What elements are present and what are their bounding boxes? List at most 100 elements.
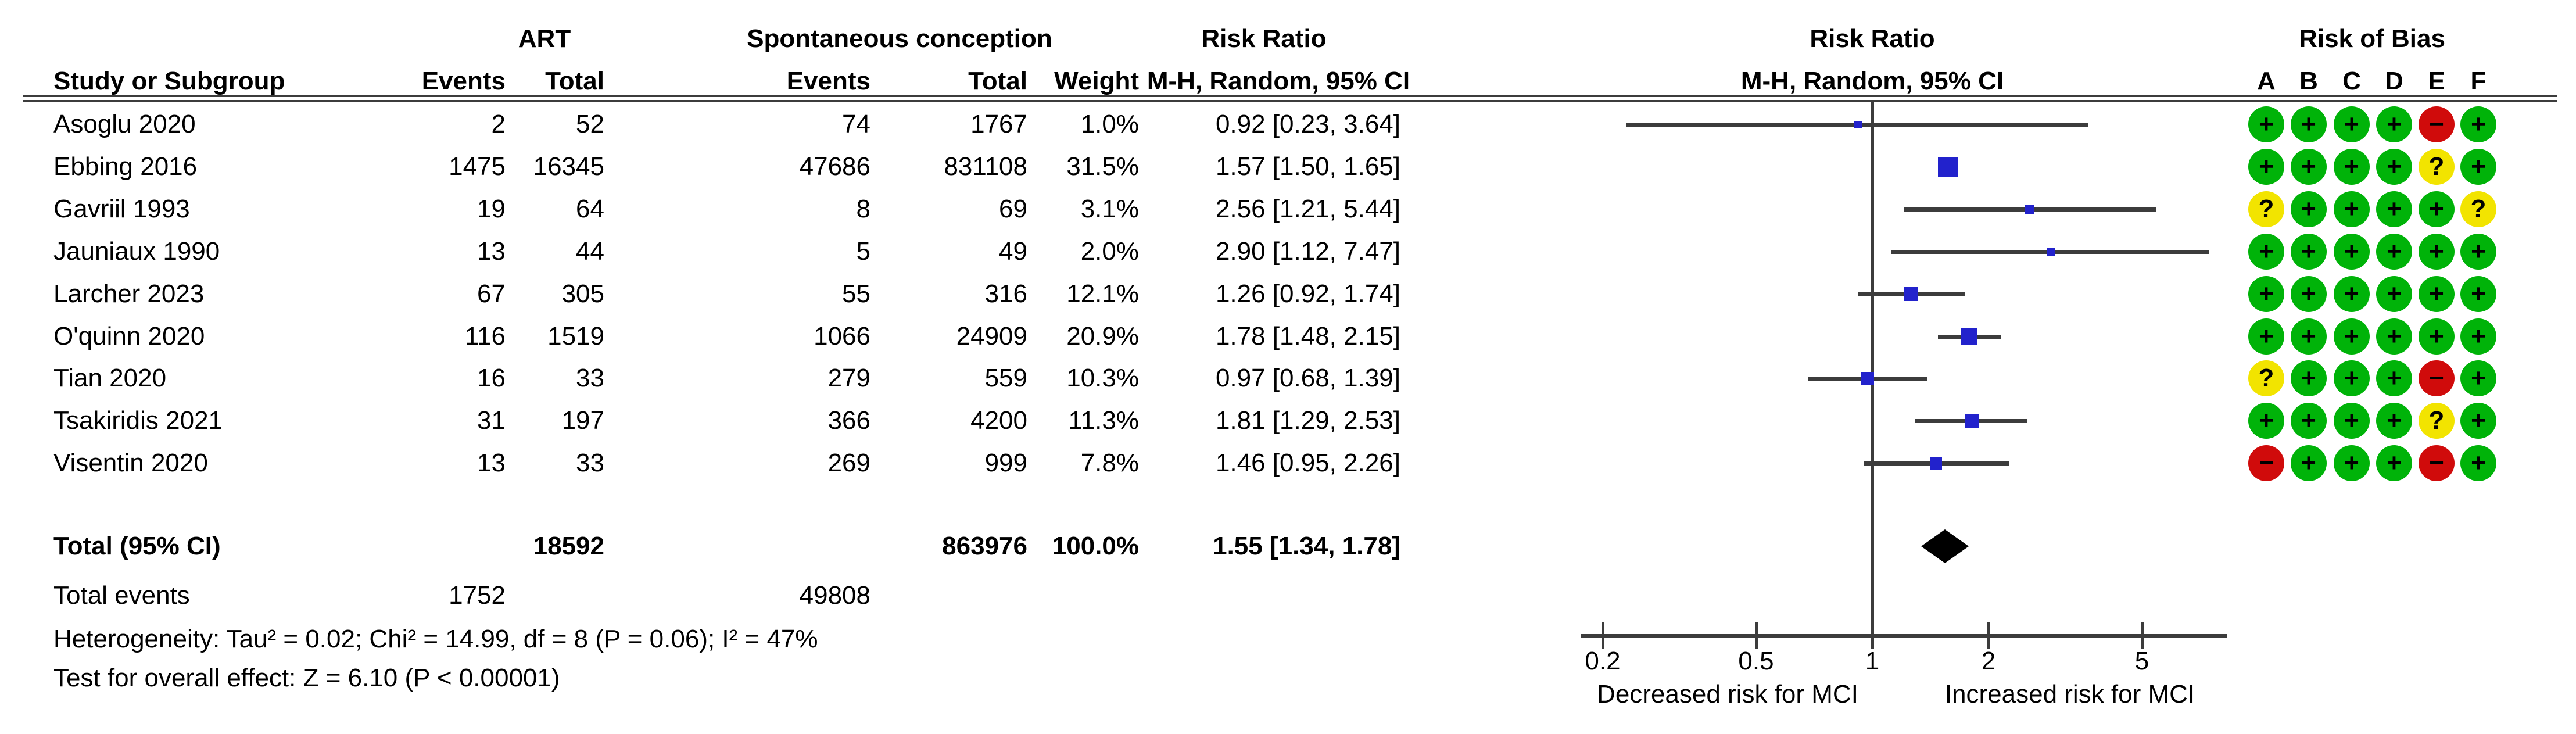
rob-low-risk-circle: + bbox=[2376, 403, 2412, 439]
study-name: Visentin 2020 bbox=[53, 449, 208, 477]
rob-low-risk-circle: + bbox=[2419, 276, 2455, 312]
study-rr-ci-text: 0.92 [0.23, 3.64] bbox=[1215, 110, 1400, 138]
study-art-events: 116 bbox=[464, 322, 506, 350]
total-row-label: Total (95% CI) bbox=[53, 532, 221, 560]
effect-size-square bbox=[1965, 414, 1979, 428]
study-weight: 10.3% bbox=[1066, 364, 1139, 392]
rob-low-risk-circle: + bbox=[2291, 234, 2327, 270]
study-weight: 7.8% bbox=[1080, 449, 1139, 477]
total-weight: 100.0% bbox=[1052, 532, 1139, 560]
study-name: Jauniaux 1990 bbox=[53, 237, 220, 266]
x-axis-tick-label: 0.2 bbox=[1585, 647, 1621, 675]
study-sc-total: 49 bbox=[999, 237, 1027, 266]
col-header-art-total: Total bbox=[545, 67, 604, 95]
study-sc-events: 279 bbox=[827, 364, 870, 392]
rob-low-risk-circle: + bbox=[2376, 191, 2412, 227]
x-axis-tick bbox=[1602, 622, 1604, 649]
study-weight: 12.1% bbox=[1066, 280, 1139, 308]
header-divider-rule bbox=[23, 95, 2557, 102]
total-events-art-value: 1752 bbox=[449, 581, 506, 610]
study-art-events: 13 bbox=[477, 237, 506, 266]
study-art-events: 31 bbox=[477, 406, 506, 435]
rob-high-risk-circle: − bbox=[2419, 360, 2455, 396]
no-effect-reference-line bbox=[1871, 102, 1874, 638]
rob-low-risk-circle: + bbox=[2334, 106, 2370, 142]
rob-letter-header: A bbox=[2257, 67, 2276, 95]
study-art-events: 1475 bbox=[449, 152, 506, 181]
study-sc-total: 999 bbox=[984, 449, 1027, 477]
col-group-title-art: ART bbox=[518, 24, 571, 53]
study-rr-ci-text: 2.90 [1.12, 7.47] bbox=[1215, 237, 1400, 266]
study-rr-ci-text: 1.26 [0.92, 1.74] bbox=[1215, 280, 1400, 308]
rob-unclear-circle: ? bbox=[2460, 191, 2496, 227]
col-header-ci-text: M-H, Random, 95% CI bbox=[1147, 67, 1410, 95]
study-sc-total: 559 bbox=[984, 364, 1027, 392]
study-art-total: 305 bbox=[561, 280, 604, 308]
study-name: Asoglu 2020 bbox=[53, 110, 196, 138]
study-weight: 11.3% bbox=[1068, 406, 1140, 435]
study-art-events: 2 bbox=[491, 110, 506, 138]
rob-letter-header: C bbox=[2342, 67, 2361, 95]
axis-label-decreased-risk: Decreased risk for MCI bbox=[1597, 680, 1858, 708]
axis-label-increased-risk: Increased risk for MCI bbox=[1944, 680, 2195, 708]
rob-letter-header: B bbox=[2299, 67, 2318, 95]
effect-size-square bbox=[1904, 287, 1918, 301]
rob-low-risk-circle: + bbox=[2291, 276, 2327, 312]
study-weight: 31.5% bbox=[1066, 152, 1139, 181]
study-rr-ci-text: 1.78 [1.48, 2.15] bbox=[1215, 322, 1400, 350]
rob-low-risk-circle: + bbox=[2248, 318, 2284, 355]
rob-low-risk-circle: + bbox=[2291, 360, 2327, 396]
rob-low-risk-circle: + bbox=[2460, 318, 2496, 355]
x-axis-tick-label: 2 bbox=[1981, 647, 1996, 675]
study-sc-total: 831108 bbox=[944, 152, 1027, 181]
effect-size-square bbox=[2047, 248, 2055, 256]
rob-low-risk-circle: + bbox=[2248, 403, 2284, 439]
col-group-title-risk-ratio-plot: Risk Ratio bbox=[1810, 24, 1935, 53]
col-group-title-risk-of-bias: Risk of Bias bbox=[2299, 24, 2445, 53]
x-axis-tick bbox=[1755, 622, 1758, 649]
study-name: Tian 2020 bbox=[53, 364, 167, 392]
total-events-sc-value: 49808 bbox=[799, 581, 870, 610]
rob-letter-header: F bbox=[2470, 67, 2487, 95]
rob-low-risk-circle: + bbox=[2291, 318, 2327, 355]
col-header-sc-total: Total bbox=[968, 67, 1027, 95]
rob-low-risk-circle: + bbox=[2376, 360, 2412, 396]
study-art-events: 19 bbox=[477, 195, 506, 223]
rob-low-risk-circle: + bbox=[2291, 191, 2327, 227]
col-group-title-risk-ratio-text: Risk Ratio bbox=[1201, 24, 1327, 53]
study-sc-total: 4200 bbox=[970, 406, 1027, 435]
rob-high-risk-circle: − bbox=[2419, 445, 2455, 481]
study-sc-events: 366 bbox=[827, 406, 870, 435]
x-axis-tick bbox=[1987, 622, 1990, 649]
study-art-events: 67 bbox=[477, 280, 506, 308]
study-art-total: 16345 bbox=[533, 152, 604, 181]
study-sc-events: 47686 bbox=[799, 152, 870, 181]
study-sc-total: 24909 bbox=[956, 322, 1027, 350]
x-axis-tick bbox=[2141, 622, 2144, 649]
study-art-total: 33 bbox=[576, 364, 604, 392]
study-art-total: 1519 bbox=[547, 322, 604, 350]
rob-high-risk-circle: − bbox=[2419, 106, 2455, 142]
rob-low-risk-circle: + bbox=[2376, 276, 2412, 312]
overall-effect-stats: Test for overall effect: Z = 6.10 (P < 0… bbox=[53, 664, 560, 692]
study-art-total: 52 bbox=[576, 110, 604, 138]
rob-low-risk-circle: + bbox=[2248, 234, 2284, 270]
study-rr-ci-text: 1.81 [1.29, 2.53] bbox=[1215, 406, 1400, 435]
x-axis-tick-label: 5 bbox=[2134, 647, 2149, 675]
study-weight: 3.1% bbox=[1080, 195, 1139, 223]
study-name: Gavriil 1993 bbox=[53, 195, 190, 223]
study-sc-total: 1767 bbox=[970, 110, 1027, 138]
rob-low-risk-circle: + bbox=[2334, 318, 2370, 355]
rob-low-risk-circle: + bbox=[2291, 403, 2327, 439]
rob-low-risk-circle: + bbox=[2419, 234, 2455, 270]
rob-low-risk-circle: + bbox=[2419, 191, 2455, 227]
rob-unclear-circle: ? bbox=[2419, 149, 2455, 185]
rob-high-risk-circle: − bbox=[2248, 445, 2284, 481]
rob-low-risk-circle: + bbox=[2460, 106, 2496, 142]
study-art-total: 197 bbox=[561, 406, 604, 435]
rob-low-risk-circle: + bbox=[2460, 445, 2496, 481]
study-sc-events: 269 bbox=[827, 449, 870, 477]
total-ci-text: 1.55 [1.34, 1.78] bbox=[1213, 532, 1400, 560]
rob-low-risk-circle: + bbox=[2460, 403, 2496, 439]
study-name: Tsakiridis 2021 bbox=[53, 406, 223, 435]
